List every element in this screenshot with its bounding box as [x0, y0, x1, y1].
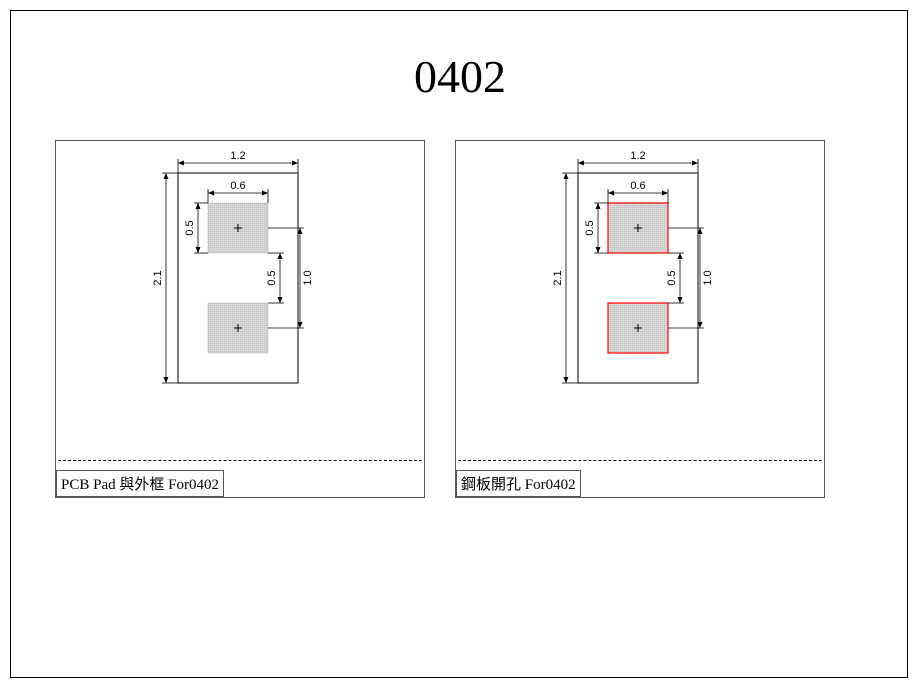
panel-dash-line	[58, 460, 422, 461]
svg-text:1.2: 1.2	[230, 150, 245, 162]
svg-text:2.1: 2.1	[152, 270, 164, 285]
panel-dash-line	[458, 460, 822, 461]
panel-label-left: PCB Pad 與外框 For0402	[56, 470, 224, 497]
panel-label-right: 鋼板開孔 For0402	[456, 470, 581, 497]
svg-text:1.2: 1.2	[630, 150, 645, 162]
svg-text:0.5: 0.5	[584, 220, 596, 235]
diagram-svg-right: 1.2 0.6 2.1 0.5 0.5 1.0	[456, 141, 824, 441]
svg-text:0.6: 0.6	[630, 180, 645, 192]
svg-text:0.5: 0.5	[266, 270, 278, 285]
svg-text:0.6: 0.6	[230, 180, 245, 192]
panel-stencil: 1.2 0.6 2.1 0.5 0.5 1.0 鋼板開孔 For0402	[455, 140, 825, 498]
diagram-svg-left: 1.2 0.6 2.1 0.5 0.5 1.0	[56, 141, 424, 441]
svg-text:1.0: 1.0	[302, 270, 314, 285]
panel-pcb-pad: 1.2 0.6 2.1 0.5 0.5 1.0 PCB Pad 與外框 For0402	[55, 140, 425, 498]
svg-text:2.1: 2.1	[552, 270, 564, 285]
svg-text:0.5: 0.5	[666, 270, 678, 285]
page-title: 0402	[0, 50, 920, 103]
svg-text:0.5: 0.5	[184, 220, 196, 235]
svg-text:1.0: 1.0	[702, 270, 714, 285]
